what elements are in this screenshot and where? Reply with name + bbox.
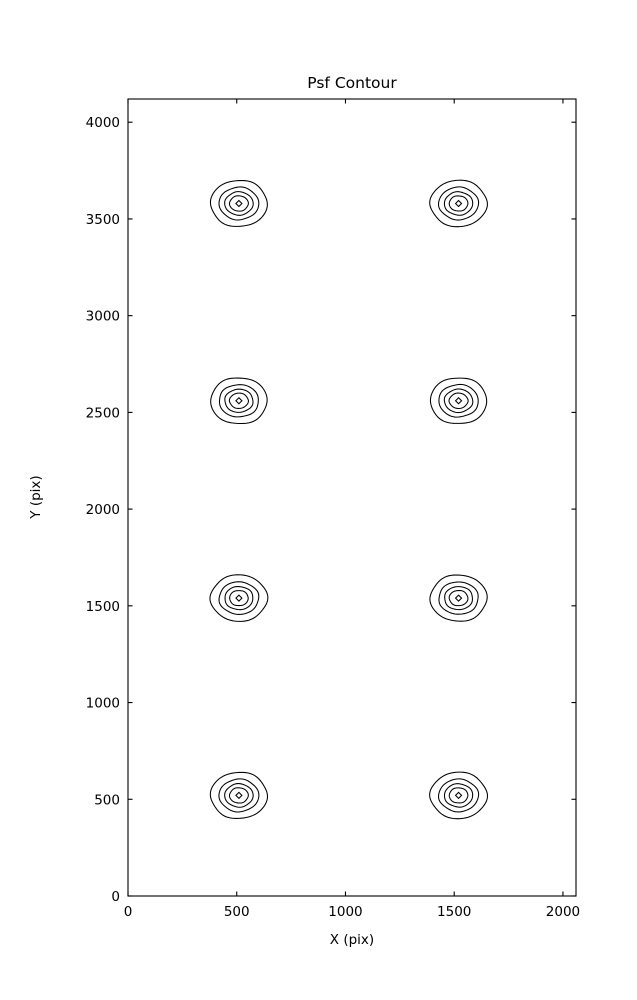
contour-level-2: [224, 585, 254, 611]
x-axis-label: X (pix): [330, 932, 374, 948]
contour-level-0: [429, 771, 489, 820]
contour-level-1: [218, 778, 260, 813]
contour-level-4: [454, 594, 463, 602]
contour-level-1: [218, 186, 260, 221]
x-tick-label: 1500: [437, 904, 471, 920]
contour-level-2: [224, 783, 254, 808]
contour-level-4: [454, 397, 463, 405]
contour-level-2: [224, 191, 254, 216]
contour-level-1: [218, 384, 259, 418]
contour-level-1: [437, 778, 480, 813]
psf-peak-4: [429, 574, 488, 622]
psf-peak-6: [429, 377, 488, 424]
contour-level-2: [444, 586, 473, 611]
axes-spines: [127, 98, 577, 897]
contour-level-3: [228, 787, 249, 804]
psf-peak-8: [429, 179, 488, 228]
x-tick-label: 0: [124, 904, 133, 920]
psf-peak-1: [209, 771, 268, 819]
contour-level-0: [429, 574, 488, 622]
contour-level-3: [448, 195, 469, 212]
contour-level-0: [209, 179, 268, 227]
contour-level-3: [228, 392, 249, 409]
contour-collection: [209, 179, 489, 820]
x-tick-label: 2000: [546, 904, 580, 920]
y-tick-label: 1000: [86, 696, 120, 712]
contour-level-2: [443, 191, 474, 216]
y-tick-label: 1500: [86, 599, 120, 615]
contour-level-3: [448, 787, 469, 804]
contour-level-3: [228, 195, 249, 212]
contour-level-4: [454, 791, 463, 800]
psf-peak-2: [429, 771, 489, 820]
psf-peak-7: [209, 179, 268, 227]
y-axis-label: Y (pix): [28, 475, 44, 519]
x-tick-label: 500: [224, 904, 250, 920]
y-tick-label: 500: [94, 792, 120, 808]
axis-tick-labels: 0 500 1000 1500 2000 0 500 1000 1500 2000 2500 3000…: [86, 115, 580, 920]
contour-level-4: [454, 199, 463, 208]
contour-level-4: [235, 199, 243, 208]
contour-level-4: [235, 594, 243, 602]
contour-level-4: [235, 397, 243, 405]
psf-peak-3: [209, 574, 269, 622]
y-tick-label: 2000: [86, 502, 120, 518]
contour-level-0: [429, 377, 488, 424]
contour-level-2: [443, 388, 474, 414]
contour-level-3: [448, 392, 469, 410]
axes-background: [128, 99, 576, 896]
contour-level-4: [235, 791, 243, 800]
contour-level-0: [429, 179, 488, 228]
contour-level-2: [224, 388, 254, 413]
contour-level-3: [448, 590, 469, 607]
contour-level-0: [209, 771, 268, 819]
y-tick-label: 3500: [86, 212, 120, 228]
psf-peak-5: [210, 377, 268, 425]
page-title: Psf Contour: [307, 74, 397, 92]
y-tick-label: 3000: [86, 309, 120, 325]
y-tick-label: 0: [111, 889, 120, 905]
contour-level-1: [218, 581, 260, 615]
y-tick-label: 4000: [86, 115, 120, 131]
contour-level-0: [209, 574, 269, 622]
y-tick-label: 2500: [86, 405, 120, 421]
contour-level-1: [438, 383, 479, 418]
contour-level-1: [437, 186, 480, 221]
contour-level-1: [438, 581, 479, 615]
contour-level-0: [210, 377, 268, 425]
contour-level-3: [229, 590, 249, 607]
contour-level-2: [443, 783, 474, 808]
x-tick-label: 1000: [328, 904, 362, 920]
